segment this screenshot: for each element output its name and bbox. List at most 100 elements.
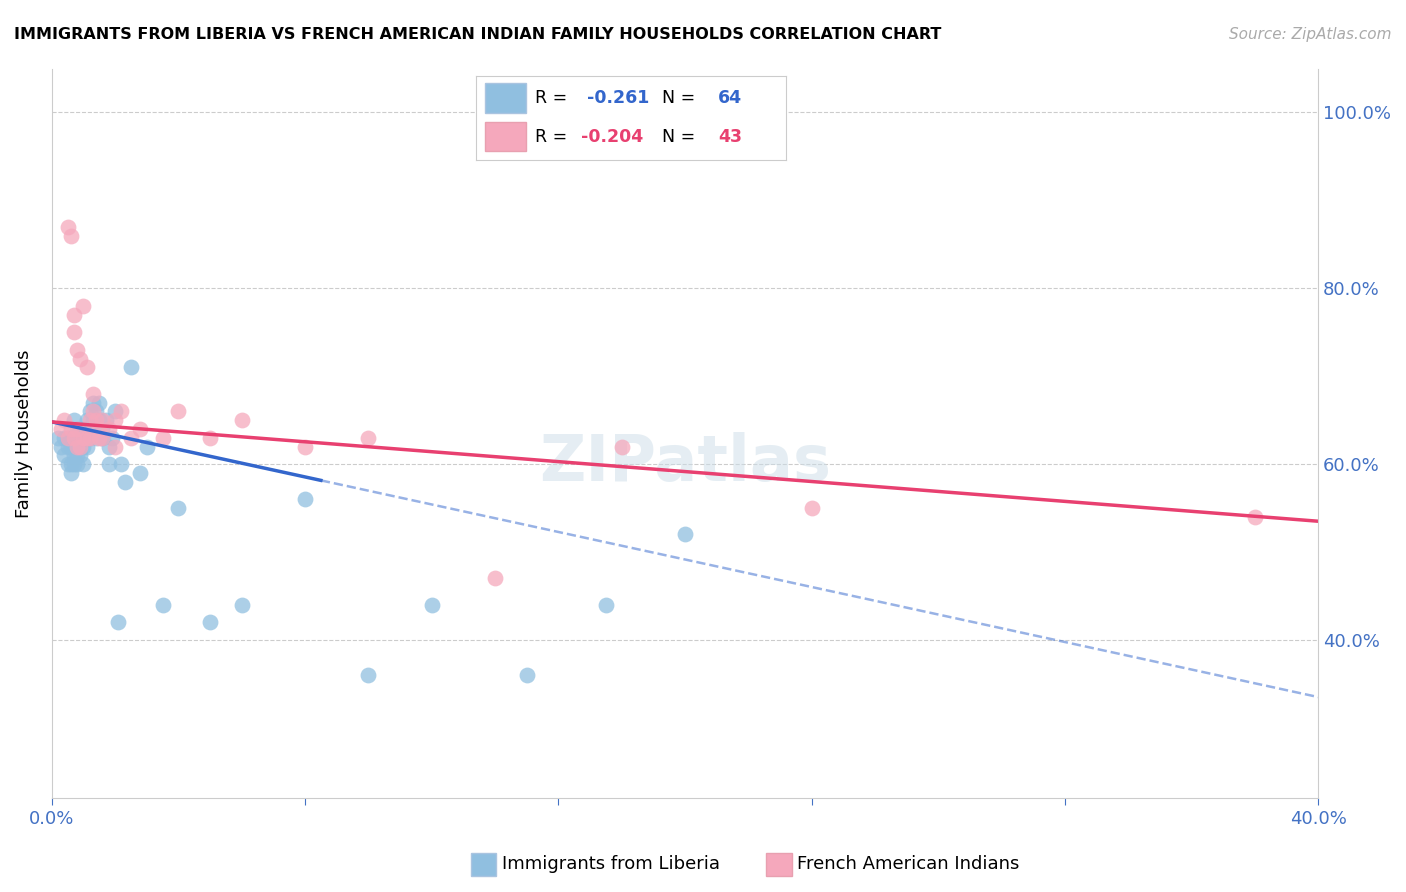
- Point: [63, 325, 86, 339]
- Point: [72, 440, 94, 454]
- Point: [72, 457, 94, 471]
- Point: [69, 422, 91, 436]
- Point: [104, 413, 127, 427]
- Text: Immigrants from Liberia: Immigrants from Liberia: [502, 855, 720, 873]
- Point: [294, 492, 316, 507]
- Point: [46, 431, 69, 445]
- Point: [198, 615, 221, 630]
- Point: [114, 475, 136, 489]
- Point: [357, 431, 380, 445]
- Point: [56, 440, 79, 454]
- Point: [89, 431, 111, 445]
- Point: [72, 299, 94, 313]
- Point: [59, 422, 82, 436]
- Point: [79, 431, 101, 445]
- Point: [198, 431, 221, 445]
- Point: [294, 440, 316, 454]
- Point: [89, 413, 111, 427]
- Point: [89, 395, 111, 409]
- Point: [59, 431, 82, 445]
- Point: [63, 413, 86, 427]
- Point: [79, 422, 101, 436]
- Point: [89, 422, 111, 436]
- Point: [152, 431, 174, 445]
- Point: [104, 404, 127, 418]
- Point: [79, 404, 101, 418]
- Point: [129, 466, 152, 480]
- Point: [53, 448, 76, 462]
- Point: [673, 527, 696, 541]
- Point: [59, 466, 82, 480]
- Point: [59, 440, 82, 454]
- Point: [79, 431, 101, 445]
- Point: [484, 571, 506, 585]
- Point: [63, 440, 86, 454]
- Point: [91, 431, 114, 445]
- Point: [63, 457, 86, 471]
- Point: [66, 440, 89, 454]
- Point: [51, 422, 73, 436]
- Point: [516, 668, 538, 682]
- Point: [167, 501, 190, 516]
- Point: [69, 440, 91, 454]
- Point: [76, 360, 98, 375]
- Point: [66, 343, 89, 357]
- Point: [97, 440, 120, 454]
- Point: [72, 431, 94, 445]
- Point: [63, 431, 86, 445]
- Text: French American Indians: French American Indians: [797, 855, 1019, 873]
- Point: [63, 431, 86, 445]
- Y-axis label: Family Households: Family Households: [15, 349, 32, 517]
- Point: [101, 431, 124, 445]
- Text: ZIPatlas: ZIPatlas: [538, 432, 831, 493]
- Point: [56, 219, 79, 234]
- Point: [72, 431, 94, 445]
- Point: [59, 228, 82, 243]
- Point: [66, 431, 89, 445]
- Point: [129, 422, 152, 436]
- Point: [82, 413, 104, 427]
- Point: [84, 413, 107, 427]
- Point: [120, 431, 142, 445]
- Point: [110, 457, 132, 471]
- Point: [69, 431, 91, 445]
- Point: [800, 501, 823, 516]
- Point: [420, 598, 443, 612]
- Point: [84, 431, 107, 445]
- Point: [56, 431, 79, 445]
- Point: [79, 413, 101, 427]
- Point: [82, 395, 104, 409]
- Point: [107, 615, 129, 630]
- Point: [51, 440, 73, 454]
- Text: IMMIGRANTS FROM LIBERIA VS FRENCH AMERICAN INDIAN FAMILY HOUSEHOLDS CORRELATION : IMMIGRANTS FROM LIBERIA VS FRENCH AMERIC…: [14, 27, 942, 42]
- Point: [104, 440, 127, 454]
- Point: [97, 422, 120, 436]
- Point: [110, 404, 132, 418]
- Point: [63, 308, 86, 322]
- Point: [69, 351, 91, 366]
- Point: [76, 413, 98, 427]
- Point: [66, 448, 89, 462]
- Point: [231, 598, 253, 612]
- Text: Source: ZipAtlas.com: Source: ZipAtlas.com: [1229, 27, 1392, 42]
- Point: [84, 404, 107, 418]
- Point: [91, 422, 114, 436]
- Point: [76, 431, 98, 445]
- Point: [66, 457, 89, 471]
- Point: [94, 413, 117, 427]
- Point: [69, 448, 91, 462]
- Point: [357, 668, 380, 682]
- Point: [167, 404, 190, 418]
- Point: [1243, 509, 1265, 524]
- Point: [66, 422, 89, 436]
- Point: [120, 360, 142, 375]
- Point: [69, 440, 91, 454]
- Point: [152, 598, 174, 612]
- Point: [82, 386, 104, 401]
- Point: [82, 404, 104, 418]
- Point: [66, 422, 89, 436]
- Point: [595, 598, 617, 612]
- Point: [91, 413, 114, 427]
- Point: [56, 431, 79, 445]
- Point: [610, 440, 633, 454]
